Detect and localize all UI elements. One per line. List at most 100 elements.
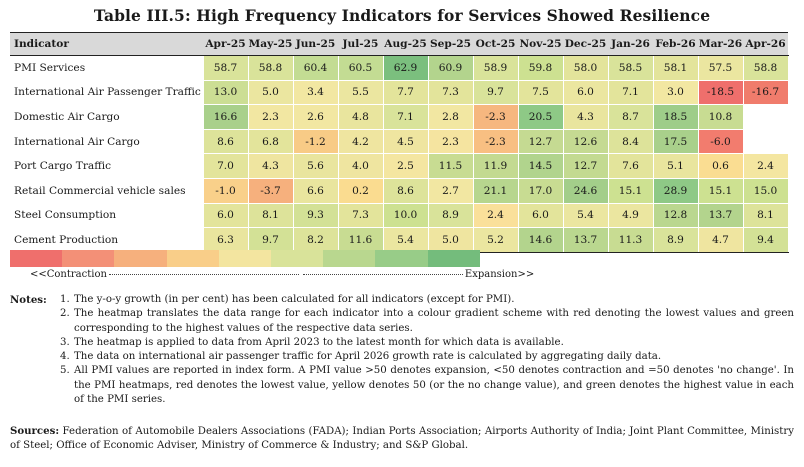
legend-swatch xyxy=(218,250,271,267)
heatmap-cell: 6.8 xyxy=(248,129,294,155)
table-row: Steel Consumption 6.0 8.1 9.3 7.3 10.0 8.9 2.4 6… xyxy=(10,203,789,229)
heatmap-cell: 8.2 xyxy=(293,227,339,253)
note-text: The y-o-y growth (in per cent) has been … xyxy=(74,294,515,305)
legend-dotted-line xyxy=(108,274,299,275)
heatmap-cell: 2.4 xyxy=(473,203,519,229)
heatmap-cell: 14.6 xyxy=(518,227,564,253)
heatmap-cell: 15.1 xyxy=(698,178,744,204)
contraction-label: <<Contraction xyxy=(30,269,107,280)
heatmap-cell: 5.4 xyxy=(383,227,429,253)
heatmap-cell: 4.9 xyxy=(608,203,654,229)
heatmap-cell: 4.0 xyxy=(338,153,384,179)
heatmap-cell: 11.3 xyxy=(608,227,654,253)
heatmap-cell: 8.1 xyxy=(248,203,294,229)
heatmap-cell: 0.6 xyxy=(698,153,744,179)
note-item: 2. The heatmap translates the data range … xyxy=(10,307,794,336)
heatmap-cell: 21.1 xyxy=(473,178,519,204)
heatmap-cell: 58.8 xyxy=(743,55,789,81)
legend-swatch xyxy=(114,250,167,267)
heatmap-cell: 8.4 xyxy=(608,129,654,155)
heatmap-cell: 59.8 xyxy=(518,55,564,81)
heatmap-cell: 2.7 xyxy=(428,178,474,204)
note-number: 5. xyxy=(60,365,70,377)
heatmap-cell: 9.7 xyxy=(473,80,519,106)
heatmap-cell: 8.6 xyxy=(383,178,429,204)
heatmap-cell: 12.7 xyxy=(563,153,609,179)
indicator-column-header: Indicator xyxy=(10,32,203,56)
heatmap-cell: 4.5 xyxy=(383,129,429,155)
heatmap-cell: 7.3 xyxy=(338,203,384,229)
heatmap-cell xyxy=(743,104,789,130)
heatmap-cell: 5.4 xyxy=(563,203,609,229)
heatmap-cell: 12.8 xyxy=(653,203,699,229)
note-number: 3. xyxy=(60,336,70,348)
table-row: International Air Cargo 8.6 6.8 -1.2 4.2 4.5 2… xyxy=(10,129,789,155)
heatmap-cell: 8.9 xyxy=(653,227,699,253)
heatmap-cell: 24.6 xyxy=(563,178,609,204)
note-item: 3. The heatmap is applied to data from Ap… xyxy=(10,336,794,350)
heatmap-cell: 9.4 xyxy=(743,227,789,253)
heatmap-cell: 7.6 xyxy=(608,153,654,179)
heatmap-cell: 62.9 xyxy=(383,55,429,81)
heatmap-cell: 2.5 xyxy=(383,153,429,179)
month-column-header: Nov-25 xyxy=(518,32,563,56)
heatmap-cell: 58.9 xyxy=(473,55,519,81)
legend-swatch xyxy=(10,250,63,267)
note-text: All PMI values are reported in index for… xyxy=(74,365,794,406)
month-column-header: Aug-25 xyxy=(383,32,428,56)
heatmap-cell: 5.6 xyxy=(293,153,339,179)
heatmap-cell: -1.2 xyxy=(293,129,339,155)
heatmap-cell: 17.0 xyxy=(518,178,564,204)
month-column-header: Oct-25 xyxy=(473,32,518,56)
heatmap-cell: 4.3 xyxy=(248,153,294,179)
heatmap-cell: 58.1 xyxy=(653,55,699,81)
heatmap-cell: 5.5 xyxy=(338,80,384,106)
month-column-header: Mar-26 xyxy=(698,32,743,56)
heatmap-cell: 3.4 xyxy=(293,80,339,106)
sources-section: Sources: Federation of Automobile Dealer… xyxy=(10,424,794,454)
note-text: The heatmap is applied to data from Apri… xyxy=(74,336,564,348)
indicator-label: PMI Services xyxy=(10,55,204,81)
heatmap-cell: 7.3 xyxy=(428,80,474,106)
month-column-header: May-25 xyxy=(248,32,293,56)
heatmap-legend xyxy=(10,250,480,267)
month-column-header: Dec-25 xyxy=(563,32,608,56)
heatmap-cell: 12.6 xyxy=(563,129,609,155)
heatmap-cell: 7.7 xyxy=(383,80,429,106)
heatmap-cell: 10.8 xyxy=(698,104,744,130)
heatmap-cell: 60.9 xyxy=(428,55,474,81)
heatmap-cell xyxy=(743,129,789,155)
indicator-table: Indicator Apr-25 May-25 Jun-25 Jul-25 Aug-25… xyxy=(10,32,789,253)
heatmap-cell: 20.5 xyxy=(518,104,564,130)
legend-swatch xyxy=(323,250,376,267)
heatmap-cell: 13.7 xyxy=(563,227,609,253)
note-item: 5. All PMI values are reported in index f… xyxy=(10,364,794,407)
indicator-label: Domestic Air Cargo xyxy=(10,104,204,130)
heatmap-cell: 6.0 xyxy=(563,80,609,106)
heatmap-cell: 4.7 xyxy=(698,227,744,253)
heatmap-cell: -18.5 xyxy=(698,80,744,106)
heatmap-cell: 6.3 xyxy=(203,227,249,253)
heatmap-cell: 6.0 xyxy=(518,203,564,229)
heatmap-cell: 4.8 xyxy=(338,104,384,130)
notes-label xyxy=(10,336,60,350)
heatmap-cell: 10.0 xyxy=(383,203,429,229)
table-row: Port Cargo Traffic 7.0 4.3 5.6 4.0 2.5 11.5 11.… xyxy=(10,153,789,179)
table-row: Domestic Air Cargo 16.6 2.3 2.6 4.8 7.1 2.8 -2.… xyxy=(10,104,789,130)
heatmap-cell: 11.6 xyxy=(338,227,384,253)
heatmap-cell: 13.7 xyxy=(698,203,744,229)
heatmap-cell: 0.2 xyxy=(338,178,384,204)
heatmap-cell: 16.6 xyxy=(203,104,249,130)
heatmap-cell: 5.2 xyxy=(473,227,519,253)
heatmap-cell: 15.0 xyxy=(743,178,789,204)
heatmap-cell: 28.9 xyxy=(653,178,699,204)
heatmap-cell: 13.0 xyxy=(203,80,249,106)
legend-swatch xyxy=(427,250,480,267)
notes-label: Notes: xyxy=(10,294,47,306)
note-text: The data on international air passenger … xyxy=(74,351,662,363)
month-column-header: Jun-25 xyxy=(293,32,338,56)
notes-section: Notes: 1. The y-o-y growth (in per cent) h… xyxy=(10,293,794,407)
heatmap-cell: 58.5 xyxy=(608,55,654,81)
legend-swatch xyxy=(375,250,428,267)
heatmap-cell: 6.6 xyxy=(293,178,339,204)
